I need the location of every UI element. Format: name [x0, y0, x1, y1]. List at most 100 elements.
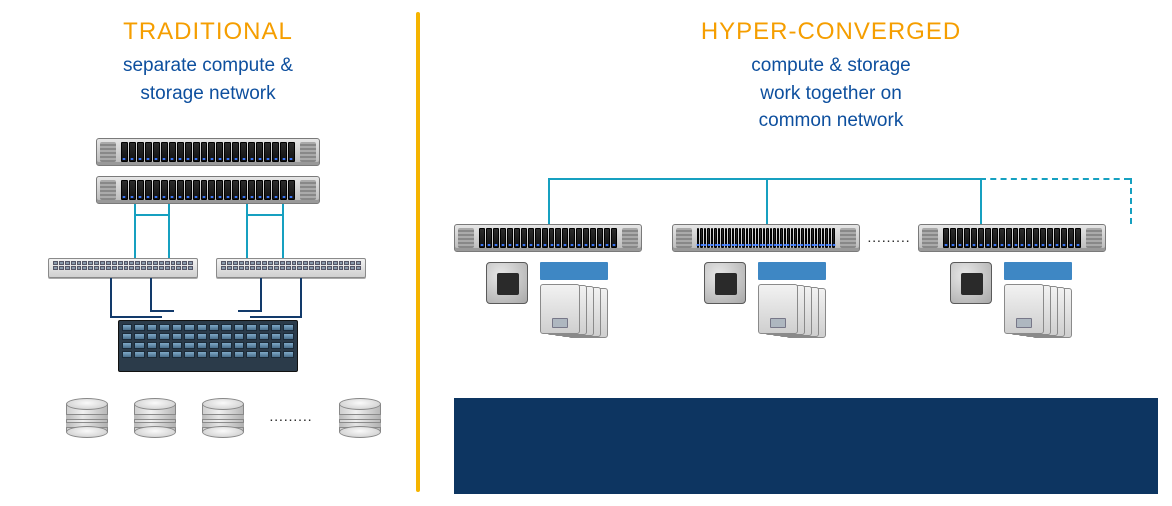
drive-slot	[1075, 228, 1081, 248]
switch-port	[344, 266, 349, 270]
switch-port	[309, 261, 314, 265]
switch-port	[333, 261, 338, 265]
drive-slot	[224, 180, 231, 200]
compute-bar-1	[540, 262, 608, 280]
drive-slot	[177, 180, 184, 200]
switch-port	[77, 261, 82, 265]
drive-slot	[1061, 228, 1067, 248]
drive-slot	[1054, 228, 1060, 248]
compute-server-1	[96, 138, 320, 166]
ssd-drive	[540, 284, 580, 334]
drive-slot	[169, 180, 176, 200]
drive-slot	[137, 180, 144, 200]
hyper-drop-3	[980, 178, 982, 224]
drive-slot	[129, 180, 136, 200]
drive-slot	[611, 228, 617, 248]
comparison-diagram: TRADITIONAL separate compute & storage n…	[0, 0, 1172, 506]
wire-teal-3	[168, 204, 170, 258]
drive-slot	[718, 228, 720, 248]
fabric-port	[271, 342, 281, 349]
switch-port	[227, 266, 232, 270]
drive-slot	[486, 228, 492, 248]
drive-slot	[780, 228, 782, 248]
drive-slot	[500, 228, 506, 248]
switch-port	[176, 266, 181, 270]
switch-port	[118, 261, 123, 265]
fabric-port	[271, 324, 281, 331]
drive-slot	[193, 142, 200, 162]
drive-slot	[161, 180, 168, 200]
hci-node-1	[454, 224, 642, 339]
drive-slot	[1006, 228, 1012, 248]
drive-slot	[707, 228, 709, 248]
hci-node-2	[672, 224, 860, 339]
drive-slot	[704, 228, 706, 248]
switch-port	[274, 266, 279, 270]
drive-slot	[978, 228, 984, 248]
fabric-port	[184, 324, 194, 331]
switch-port	[327, 266, 332, 270]
drive-slot	[971, 228, 977, 248]
fabric-port	[246, 324, 256, 331]
fabric-port	[259, 333, 269, 340]
drive-slot	[805, 228, 807, 248]
fabric-port	[221, 324, 231, 331]
fabric-port	[134, 351, 144, 358]
drive-slot	[145, 180, 152, 200]
switch-port	[82, 266, 87, 270]
drive-slot	[590, 228, 596, 248]
fabric-port	[197, 333, 207, 340]
switch-port	[350, 266, 355, 270]
drive-slot	[1013, 228, 1019, 248]
drive-slot	[1033, 228, 1039, 248]
ssd-stack-1	[540, 284, 610, 339]
drive-slot	[201, 142, 208, 162]
switch-port	[321, 261, 326, 265]
drive-slot	[721, 228, 723, 248]
fabric-port	[283, 342, 293, 349]
hyper-sub-line2: work together on	[760, 83, 902, 104]
wire-navy-2	[150, 278, 174, 312]
drive-slot	[514, 228, 520, 248]
drive-slot	[272, 180, 279, 200]
switch-port	[165, 266, 170, 270]
drive-slot	[759, 228, 761, 248]
switch-port	[286, 266, 291, 270]
ssd-stack-2	[758, 284, 828, 339]
compute-bar-3	[1004, 262, 1072, 280]
disk-2	[134, 398, 176, 438]
drive-slot	[121, 180, 128, 200]
switch-port	[106, 266, 111, 270]
switch-port	[221, 266, 226, 270]
fabric-port	[122, 342, 132, 349]
fabric-port	[172, 333, 182, 340]
storage-fabric	[118, 320, 298, 372]
fabric-port	[159, 324, 169, 331]
switch-port	[350, 261, 355, 265]
drive-slot	[950, 228, 956, 248]
switch-port	[280, 261, 285, 265]
switch-port	[315, 266, 320, 270]
drive-slot	[208, 180, 215, 200]
switch-port	[256, 266, 261, 270]
drive-slot	[818, 228, 820, 248]
switch-port	[339, 261, 344, 265]
switch-port	[333, 266, 338, 270]
switch-port	[53, 266, 58, 270]
drive-slot	[766, 228, 768, 248]
hci-node-3	[918, 224, 1106, 339]
wire-teal-4	[246, 204, 248, 258]
hyper-drop-2	[766, 178, 768, 224]
disk-3	[202, 398, 244, 438]
drive-slot	[161, 142, 168, 162]
drive-slot	[711, 228, 713, 248]
fabric-port	[147, 324, 157, 331]
drive-slot	[549, 228, 555, 248]
drive-slot	[232, 180, 239, 200]
fabric-port	[134, 342, 144, 349]
drive-slot	[1040, 228, 1046, 248]
fabric-port	[159, 333, 169, 340]
drive-slot	[193, 180, 200, 200]
switch-port	[303, 266, 308, 270]
traditional-sub-line1: separate compute &	[123, 55, 293, 76]
